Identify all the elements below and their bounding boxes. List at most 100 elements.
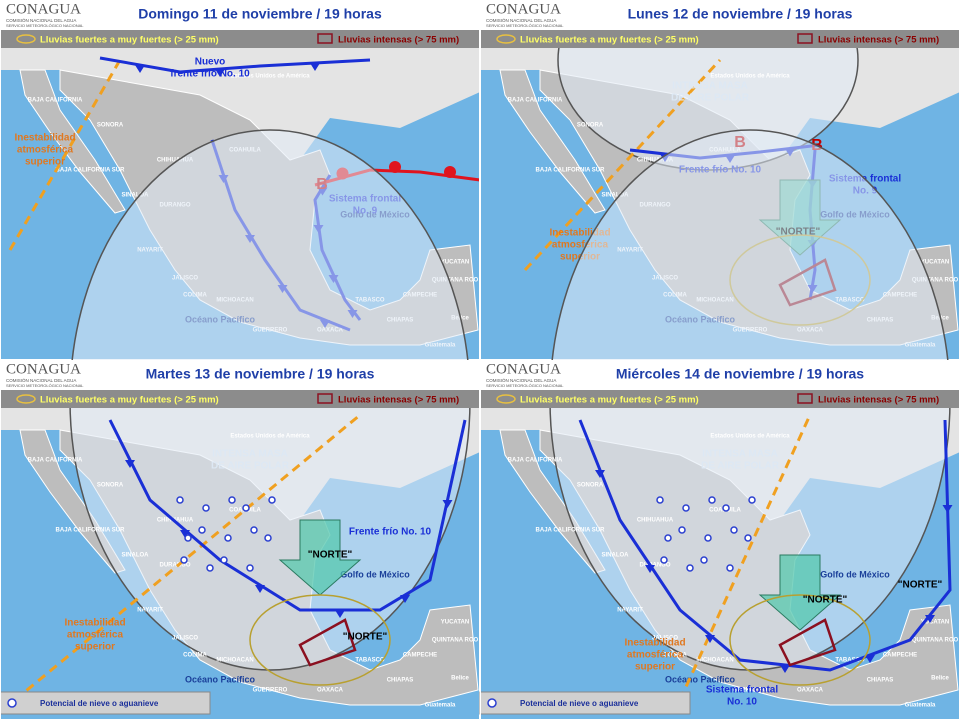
map-annotation: frente frío No. 10 (170, 69, 250, 80)
place-label: DURANGO (640, 563, 671, 569)
snow-symbol (682, 504, 690, 512)
intense-rain-text: Lluvias intensas (> 75 mm) (338, 395, 459, 406)
intense-rain-text: Lluvias intensas (> 75 mm) (818, 395, 939, 406)
place-label: CHIHUAHUA (637, 518, 674, 524)
place-label: YUCATAN (441, 260, 469, 266)
warm-front-mark (389, 161, 401, 173)
heavy-rain-icon (496, 34, 516, 44)
warm-front-mark (444, 166, 456, 178)
snow-symbol (268, 496, 276, 504)
heavy-rain-text: Lluvias fuertes a muy fuertes (> 25 mm) (520, 35, 699, 46)
logo-line: SERVICIO METEOROLÓGICO NACIONAL (6, 23, 84, 28)
front-line (108, 419, 467, 612)
map-annotation: Inestabilidad (14, 133, 75, 144)
snow-symbol (198, 526, 206, 534)
logo-line: COMISIÓN NACIONAL DEL AGUA (486, 17, 556, 23)
place-label: MICHOACAN (216, 658, 253, 664)
intense-rain-icon (317, 33, 333, 44)
place-label: BAJA CALIFORNIA SUR (536, 168, 606, 174)
cold-front-mark (865, 655, 875, 663)
intense-rain-area (778, 618, 837, 667)
map-annotation: INTENSA MASA (672, 81, 748, 92)
snow-symbol (228, 496, 236, 504)
place-label: SINALOA (602, 553, 630, 559)
place-label: DURANGO (160, 563, 191, 569)
cold-front-mark (942, 505, 953, 513)
heavy-rain-icon (16, 394, 36, 404)
snow-symbol (748, 496, 756, 504)
cold-front-mark (335, 610, 345, 618)
snow-symbol (264, 534, 272, 542)
place-label: JALISCO (172, 636, 198, 642)
place-label: Estados Unidos de América (710, 74, 790, 80)
snow-symbol (246, 564, 254, 572)
place-label: CHIAPAS (387, 678, 414, 684)
cold-front-mark (180, 530, 190, 538)
snow-symbol (176, 496, 184, 504)
snow-symbol (184, 534, 192, 542)
map-annotation: DE AIRE POLAR (701, 461, 780, 472)
heavy-rain-area (249, 594, 391, 686)
logo-line: SERVICIO METEOROLÓGICO NACIONAL (6, 383, 84, 388)
snow-symbol (242, 504, 250, 512)
cold-front-mark (645, 565, 655, 573)
forecast-panel: Estados Unidos de América SONORA CHIHUAHUA… (0, 129, 480, 720)
map-annotation: INTENSA MASA (212, 449, 288, 460)
legend-bar (480, 390, 960, 408)
snow-symbol (744, 534, 752, 542)
place-label: NAYARIT (137, 608, 163, 614)
panel-title: Miércoles 14 de noviembre / 19 horas (616, 366, 864, 382)
snow-symbol (726, 564, 734, 572)
place-label: SONORA (577, 483, 604, 489)
heavy-rain-text: Lluvias fuertes a muy fuertes (> 25 mm) (40, 395, 219, 406)
place-label: CAMPECHE (883, 653, 917, 659)
place-label: Belice (931, 676, 949, 682)
snow-symbol (700, 556, 708, 564)
usa-land (0, 48, 480, 160)
logo-line: COMISIÓN NACIONAL DEL AGUA (486, 377, 556, 383)
place-label: BAJA CALIFORNIA (28, 458, 83, 464)
map-annotation: DE AIRE POLAR (671, 93, 750, 104)
place-label: Golfo de México (340, 569, 410, 579)
snow-legend-box (0, 691, 211, 715)
heavy-rain-icon (16, 34, 36, 44)
map-annotation: superior (635, 662, 675, 673)
place-label: Guatemala (905, 703, 936, 709)
norte-arrow (278, 519, 362, 596)
snow-symbol (180, 556, 188, 564)
place-label: QUINTANA ROO (912, 638, 959, 644)
map-annotation: atmosférica (17, 145, 74, 156)
snow-legend-text: Potencial de nieve o aguanieve (40, 699, 159, 708)
snow-symbol (730, 526, 738, 534)
logo-line: SERVICIO METEOROLÓGICO NACIONAL (486, 23, 564, 28)
snow-symbol (220, 556, 228, 564)
logo-name: CONAGUA (6, 1, 81, 17)
snow-symbol (660, 556, 668, 564)
map-annotation: INTENSA MASA (702, 449, 778, 460)
place-label: Estados Unidos de América (230, 434, 310, 440)
panel-title: Domingo 11 de noviembre / 19 horas (138, 6, 382, 22)
intense-rain-text: Lluvias intensas (> 75 mm) (338, 35, 459, 46)
place-label: BAJA CALIFORNIA SUR (536, 528, 606, 534)
cold-front-mark (780, 665, 790, 673)
snow-symbol (202, 504, 210, 512)
snow-symbol (206, 564, 214, 572)
logo-line: SERVICIO METEOROLÓGICO NACIONAL (486, 383, 564, 388)
logo-name: CONAGUA (6, 361, 81, 377)
place-label: BAJA CALIFORNIA (508, 458, 563, 464)
intense-rain-icon (317, 393, 333, 404)
place-label: TABASCO (355, 658, 385, 664)
panel-title: Lunes 12 de noviembre / 19 horas (628, 6, 853, 22)
map-annotation: DE AIRE POLAR (211, 461, 290, 472)
intense-rain-text: Lluvias intensas (> 75 mm) (818, 35, 939, 46)
logo-name: CONAGUA (486, 1, 561, 17)
cold-front-mark (255, 585, 265, 593)
place-label: SINALOA (122, 553, 150, 559)
panel-title: Martes 13 de noviembre / 19 horas (146, 366, 375, 382)
legend-bar (0, 30, 480, 48)
heavy-rain-text: Lluvias fuertes a muy fuertes (> 25 mm) (520, 395, 699, 406)
legend-bar (480, 30, 960, 48)
intense-rain-area (298, 618, 357, 667)
place-label: SONORA (97, 123, 124, 129)
